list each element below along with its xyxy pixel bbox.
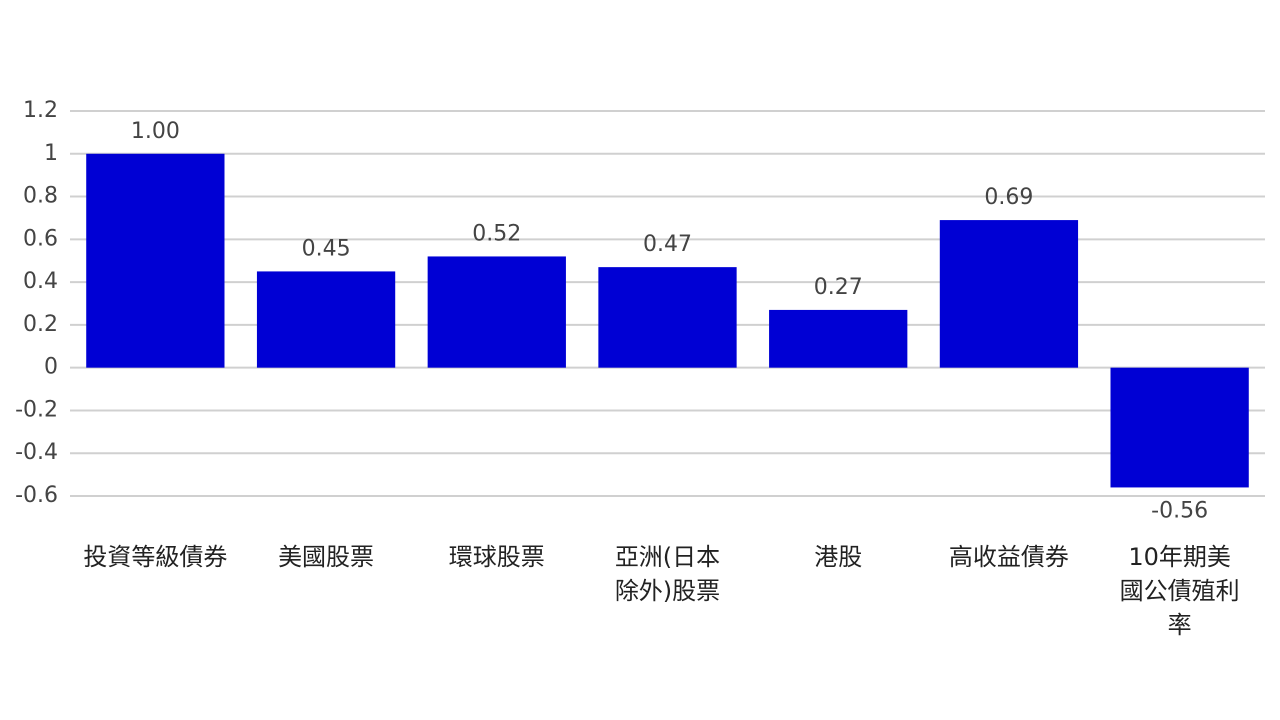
x-tick-label: 環球股票 bbox=[448, 543, 545, 571]
x-tick-label: 高收益債券 bbox=[948, 543, 1069, 571]
y-tick-label: 1 bbox=[44, 141, 58, 166]
value-label: 0.27 bbox=[814, 275, 863, 300]
bar bbox=[769, 309, 908, 368]
bar bbox=[598, 267, 737, 368]
x-tick-label: 美國股票 bbox=[278, 543, 375, 571]
value-label: 0.47 bbox=[643, 232, 692, 257]
value-label: 0.69 bbox=[984, 185, 1033, 210]
bar bbox=[86, 153, 225, 368]
value-label: 0.52 bbox=[472, 221, 521, 246]
y-tick-label: 0.4 bbox=[23, 269, 58, 294]
y-tick-label: 0.8 bbox=[23, 184, 58, 209]
value-label: 1.00 bbox=[131, 119, 180, 144]
bar bbox=[427, 256, 566, 368]
bar bbox=[939, 220, 1079, 368]
value-label: -0.56 bbox=[1151, 498, 1208, 523]
y-tick-label: 0 bbox=[44, 355, 58, 380]
y-tick-label: -0.4 bbox=[15, 440, 58, 465]
x-tick-label: 10年期美國公債殖利率 bbox=[1119, 543, 1240, 639]
x-tick-label: 港股 bbox=[814, 543, 863, 571]
y-tick-label: 0.6 bbox=[23, 226, 58, 251]
bar bbox=[1110, 367, 1249, 488]
y-tick-label: -0.2 bbox=[15, 397, 58, 422]
y-tick-label: 1.2 bbox=[23, 98, 58, 123]
bar bbox=[256, 271, 396, 368]
y-tick-label: 0.2 bbox=[23, 312, 58, 337]
x-tick-label: 亞洲(日本除外)股票 bbox=[614, 543, 721, 605]
value-label: 0.45 bbox=[302, 236, 351, 261]
x-tick-label: 投資等級債券 bbox=[83, 543, 228, 571]
y-tick-label: -0.6 bbox=[15, 483, 58, 508]
